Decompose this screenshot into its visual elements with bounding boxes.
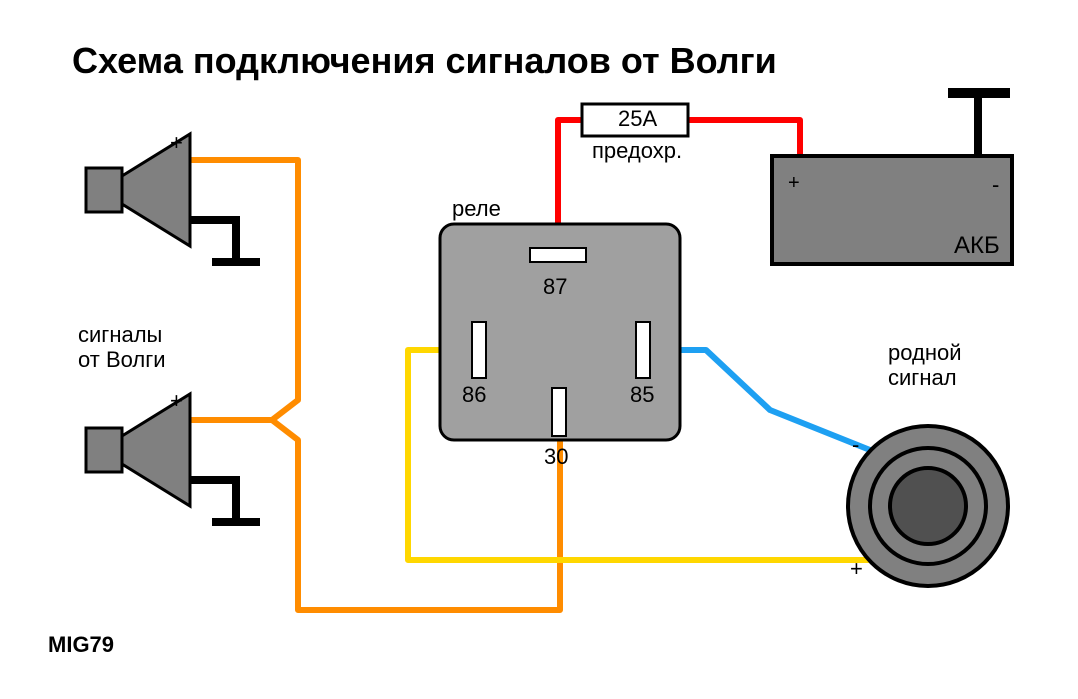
horn-plus: + <box>850 556 863 581</box>
speakers-label: сигналы от Волги <box>78 322 166 373</box>
wire-blue <box>656 350 870 450</box>
fuse-label: предохр. <box>592 138 682 163</box>
pin30-label: 30 <box>544 444 568 469</box>
battery-minus: - <box>992 172 999 197</box>
watermark: MIG79 <box>48 632 114 657</box>
horn-minus: - <box>852 432 859 457</box>
speaker1-plus: + <box>170 130 183 155</box>
diagram-title: Схема подключения сигналов от Волги <box>72 40 777 81</box>
battery-plus: + <box>788 172 800 195</box>
fuse-value: 25A <box>618 106 657 131</box>
speaker2-plus: + <box>170 388 183 413</box>
pin85-label: 85 <box>630 382 654 407</box>
relay-label: реле <box>452 196 501 221</box>
pin87-label: 87 <box>543 274 567 299</box>
horn-original <box>848 426 1008 586</box>
relay <box>440 224 680 440</box>
horn-label: родной сигнал <box>888 340 962 391</box>
battery-label: АКБ <box>954 232 1000 260</box>
pin86-label: 86 <box>462 382 486 407</box>
